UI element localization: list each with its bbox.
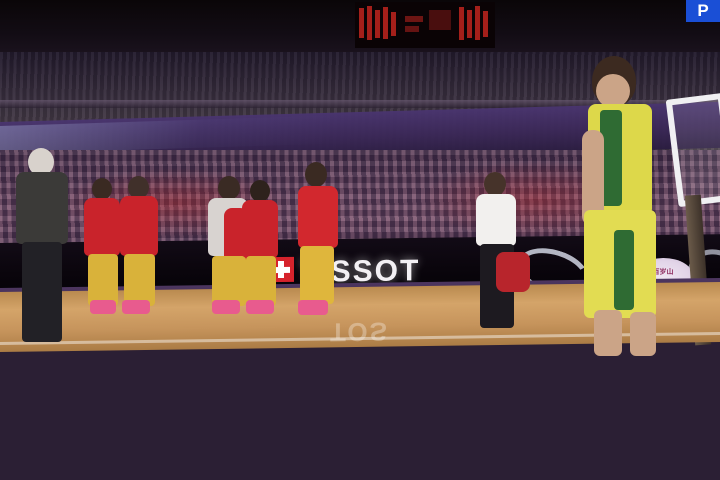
scorebug: AUSTRALIA CHINA 42 46 13/23 57% 2 POINTS…: [0, 338, 720, 480]
network-badge: P: [686, 0, 720, 22]
deck-railing: [0, 100, 720, 108]
overhead-led-scoreboard: [355, 2, 495, 48]
